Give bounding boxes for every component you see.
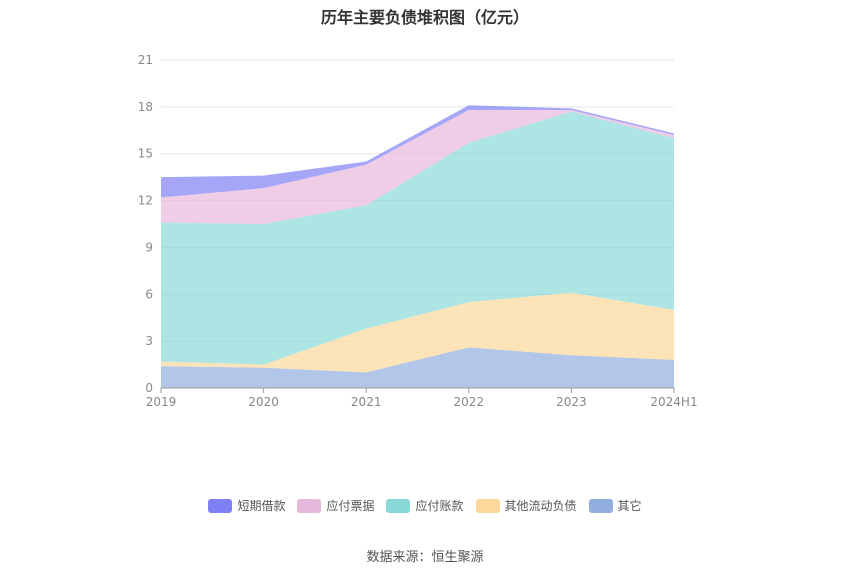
area-series-2 [161, 111, 674, 365]
y-tick-label: 15 [138, 147, 153, 161]
data-source: 数据来源：恒生聚源 [366, 550, 484, 565]
legend-item[interactable]: 其他流动负债 [475, 497, 577, 514]
y-tick-label: 3 [145, 334, 153, 348]
legend-swatch [297, 498, 322, 513]
legend-swatch [208, 498, 233, 513]
legend-swatch [588, 498, 613, 513]
chart-title: 历年主要负债堆积图（亿元） [320, 8, 529, 27]
legend-label: 应付账款 [415, 499, 464, 513]
legend-label: 短期借款 [237, 499, 286, 513]
legend-label: 其他流动负债 [504, 499, 577, 513]
x-tick-label: 2020 [248, 395, 279, 409]
area-series-0 [161, 347, 674, 388]
legend-item[interactable]: 应付票据 [297, 497, 374, 514]
x-tick-label: 2019 [146, 395, 177, 409]
y-tick-label: 0 [145, 381, 153, 395]
area-series-3 [161, 109, 674, 224]
legend-item[interactable]: 应付账款 [386, 497, 464, 514]
legend-swatch [386, 498, 411, 513]
y-tick-label: 9 [145, 240, 153, 254]
area-series-4 [161, 105, 674, 198]
x-tick-label: 2022 [454, 395, 485, 409]
legend-label: 其它 [617, 499, 642, 513]
x-tick-label: 2024H1 [650, 395, 697, 409]
legend-item[interactable]: 其它 [588, 497, 642, 514]
y-tick-label: 12 [138, 194, 153, 208]
x-tick-label: 2023 [556, 395, 587, 409]
chart-legend: 短期借款 应付票据 应付账款 其他流动负债 其它 [0, 497, 850, 514]
y-tick-label: 18 [138, 100, 153, 114]
y-tick-label: 21 [138, 53, 153, 67]
y-tick-label: 6 [145, 287, 153, 301]
area-series-1 [161, 292, 674, 373]
legend-item[interactable]: 短期借款 [208, 497, 285, 514]
legend-label: 应付票据 [326, 499, 375, 513]
legend-swatch [475, 498, 500, 513]
x-tick-label: 2021 [351, 395, 382, 409]
